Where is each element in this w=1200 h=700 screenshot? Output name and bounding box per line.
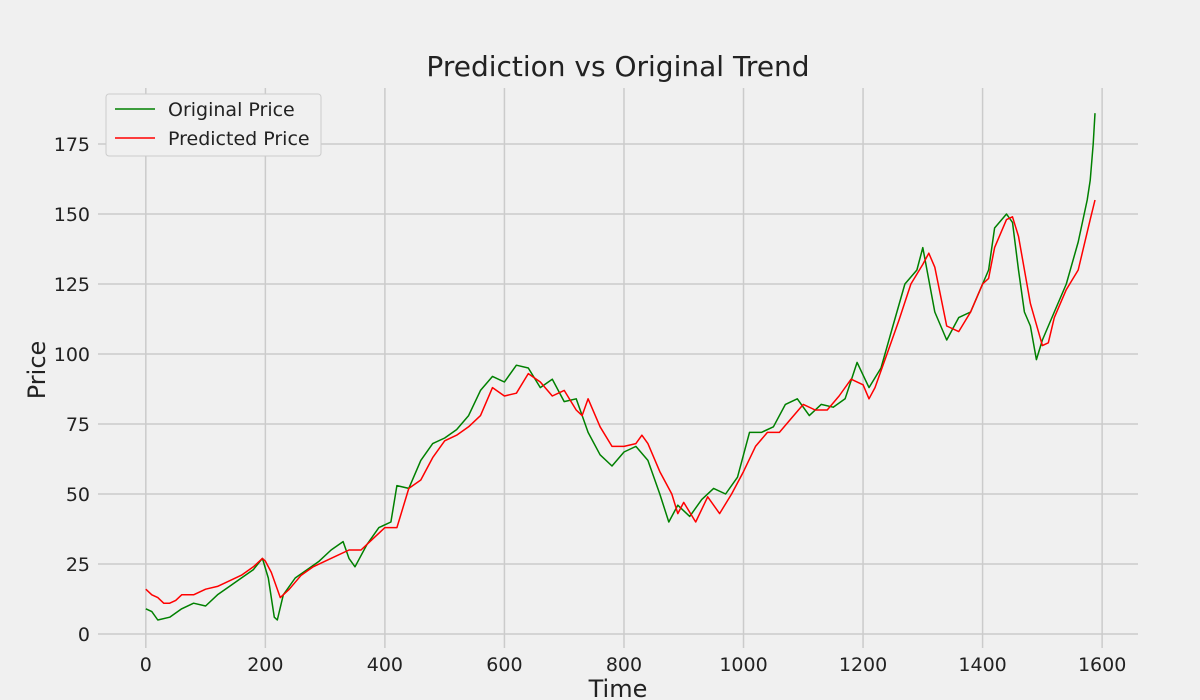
- x-tick-label: 400: [367, 654, 403, 676]
- y-tick-label: 75: [66, 414, 90, 436]
- x-tick-label: 1600: [1078, 654, 1126, 676]
- gridlines: [98, 88, 1138, 648]
- y-tick-label: 25: [66, 554, 90, 576]
- legend: Original Price Predicted Price: [105, 93, 322, 157]
- x-tick-label: 1000: [719, 654, 767, 676]
- legend-box: [105, 93, 322, 157]
- chart-title: Prediction vs Original Trend: [426, 50, 809, 83]
- x-tick-label: 600: [486, 654, 522, 676]
- x-tick-label: 200: [247, 654, 283, 676]
- legend-label-original: Original Price: [168, 99, 295, 121]
- x-tick-label: 0: [140, 654, 152, 676]
- x-axis-label: Time: [588, 675, 648, 700]
- y-axis-label: Price: [23, 341, 51, 400]
- series-line-original-price: [145, 113, 1096, 621]
- y-tick-label: 175: [54, 134, 90, 156]
- tick-labels: 0 200 400 600 800 1000 1200 1400 1600 0 25 50 75 100 1…: [54, 134, 1127, 676]
- x-tick-label: 800: [606, 654, 642, 676]
- x-tick-label: 1200: [839, 654, 887, 676]
- y-tick-label: 100: [54, 344, 90, 366]
- series-lines: [145, 113, 1096, 621]
- y-tick-label: 125: [54, 274, 90, 296]
- x-tick-label: 1400: [958, 654, 1006, 676]
- y-tick-label: 0: [78, 624, 90, 646]
- y-tick-label: 50: [66, 484, 90, 506]
- legend-label-predicted: Predicted Price: [168, 128, 310, 150]
- y-tick-label: 150: [54, 204, 90, 226]
- series-line-predicted-price: [145, 199, 1096, 604]
